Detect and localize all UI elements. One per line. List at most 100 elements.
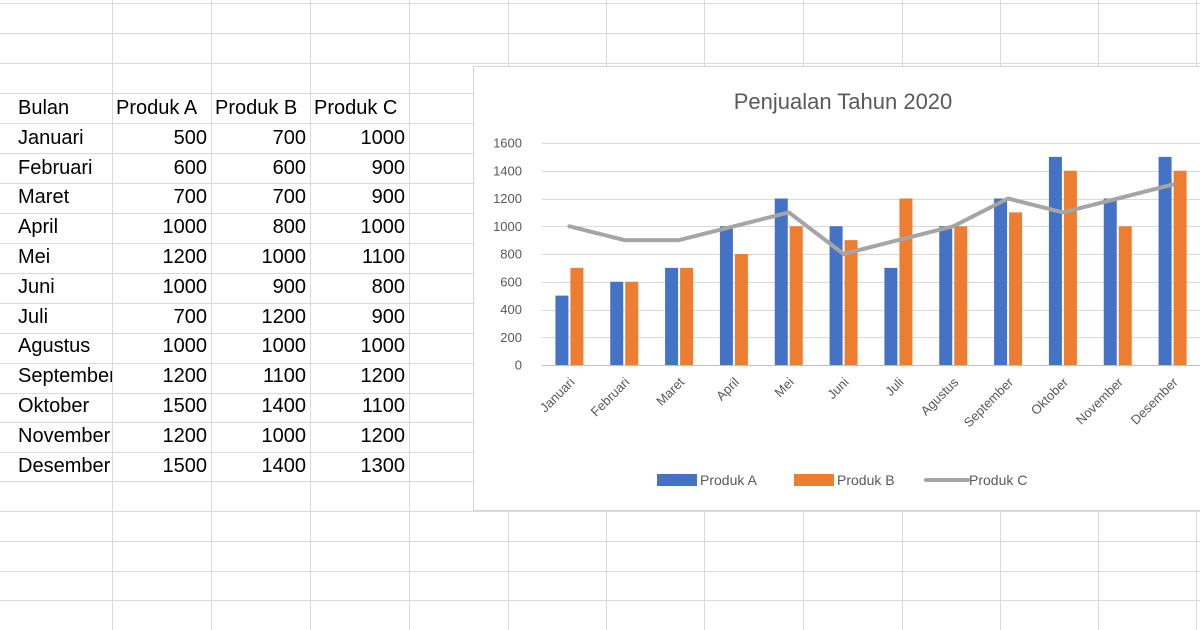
bar-produk-a [1103, 198, 1117, 365]
line-produk-c [567, 182, 1175, 256]
value-cell[interactable]: 600 [272, 156, 306, 179]
value-cell[interactable]: 1100 [361, 395, 405, 417]
bar-produk-b [570, 267, 584, 365]
legend-swatch-produk-b [794, 474, 834, 486]
value-cell[interactable]: 1200 [261, 305, 307, 328]
value-cell[interactable]: 1400 [261, 395, 307, 417]
bar-produk-a [665, 267, 679, 365]
chart-legend: Produk A Produk B Produk C [657, 472, 1027, 488]
value-cell[interactable]: 500 [173, 126, 207, 149]
value-cell[interactable]: 1500 [162, 454, 208, 477]
header-cell[interactable]: Bulan [18, 97, 70, 119]
value-cell[interactable]: 1000 [162, 275, 208, 298]
bar-produk-b [789, 226, 803, 365]
bar-produk-a [555, 295, 569, 365]
chart-object[interactable]: Penjualan Tahun 2020 0 200 400 600 800 1000 12… [473, 66, 1200, 511]
value-cell[interactable]: 1300 [360, 454, 406, 477]
value-cell[interactable]: 1000 [162, 216, 208, 239]
value-cell[interactable]: 1200 [162, 424, 208, 447]
x-tick-label: September [961, 374, 1017, 430]
month-cell[interactable]: Mei [18, 246, 51, 268]
value-cell[interactable]: 800 [371, 275, 405, 298]
value-cell[interactable]: 800 [272, 216, 306, 239]
x-tick-label: Maret [653, 374, 687, 408]
x-tick-label: Oktober [1028, 374, 1072, 418]
x-tick-label: Agustus [918, 374, 962, 418]
x-axis-ticks: Januari Februari Maret April Mei Juni Juli Agus… [537, 374, 1181, 430]
value-cell[interactable]: 1000 [261, 424, 307, 447]
value-cell[interactable]: 700 [272, 186, 306, 209]
bar-produk-b [625, 281, 639, 365]
value-cell[interactable]: 1000 [162, 335, 208, 358]
value-cell[interactable]: 1200 [360, 365, 406, 388]
value-cell[interactable]: 900 [371, 156, 405, 179]
value-cell[interactable]: 700 [272, 126, 306, 149]
value-cell[interactable]: 900 [371, 186, 405, 209]
header-cell[interactable]: Produk B [215, 97, 298, 119]
chart-canvas: Penjualan Tahun 2020 0 200 400 600 800 1000 12… [493, 89, 1200, 488]
value-cell[interactable]: 700 [173, 305, 207, 328]
bar-produk-b [680, 267, 694, 365]
month-cell[interactable]: April [18, 216, 59, 239]
x-tick-label: Juli [882, 374, 906, 398]
bar-produk-b [1009, 212, 1023, 365]
x-tick-label: Februari [588, 374, 633, 419]
y-tick-label: 600 [500, 274, 522, 289]
value-cell[interactable]: 1200 [360, 424, 406, 447]
value-cell[interactable]: 1500 [162, 395, 208, 417]
bar-produk-b [954, 226, 968, 365]
x-tick-label: November [1073, 374, 1126, 427]
bar-produk-a [939, 226, 953, 365]
value-cell[interactable]: 1100 [262, 365, 306, 388]
x-tick-label: Januari [537, 374, 578, 415]
value-cell[interactable]: 900 [371, 305, 405, 328]
chart-line [567, 182, 1175, 256]
value-cell[interactable]: 1000 [261, 335, 307, 358]
y-tick-label: 1400 [493, 163, 522, 178]
bar-produk-b [734, 254, 748, 365]
value-cell[interactable]: 1000 [360, 335, 406, 358]
value-cell[interactable]: 1200 [162, 365, 208, 388]
bar-produk-a [994, 198, 1008, 365]
month-cell[interactable]: Maret [18, 186, 70, 209]
month-cell[interactable]: November [18, 424, 111, 447]
month-cell[interactable]: Desember [18, 454, 111, 477]
month-cell[interactable]: Oktober [18, 395, 90, 417]
y-tick-label: 800 [500, 247, 522, 262]
month-cell[interactable]: September [18, 365, 112, 388]
y-axis-ticks: 0 200 400 600 800 1000 1200 1400 1600 [493, 136, 522, 373]
value-cell[interactable]: 1200 [162, 246, 208, 268]
x-tick-label: Juni [824, 374, 852, 402]
chart-gridlines [542, 143, 1200, 366]
y-tick-label: 1200 [493, 191, 522, 206]
bar-produk-a [1048, 156, 1062, 365]
value-cell[interactable]: 1000 [360, 126, 406, 149]
bar-produk-a [719, 226, 733, 365]
value-cell[interactable]: 700 [173, 186, 207, 209]
bar-produk-b [899, 198, 913, 365]
value-cell[interactable]: 1000 [360, 216, 406, 239]
x-tick-label: April [713, 374, 742, 403]
bar-produk-a [884, 267, 898, 365]
bar-produk-a [829, 226, 843, 365]
value-cell[interactable]: 600 [173, 156, 207, 179]
chart-title: Penjualan Tahun 2020 [734, 89, 953, 114]
month-cell[interactable]: Februari [18, 156, 93, 179]
value-cell[interactable]: 1100 [361, 246, 405, 268]
month-cell[interactable]: Januari [18, 126, 84, 149]
x-tick-label: Desember [1128, 374, 1181, 427]
bar-produk-b [1173, 170, 1187, 365]
month-cell[interactable]: Juli [18, 305, 49, 328]
value-cell[interactable]: 1400 [261, 454, 307, 477]
month-cell[interactable]: Agustus [18, 335, 91, 358]
bar-produk-b [1118, 226, 1132, 365]
value-cell[interactable]: 900 [272, 275, 306, 298]
value-cell[interactable]: 1000 [261, 246, 307, 268]
y-tick-label: 1600 [493, 136, 522, 151]
y-tick-label: 0 [515, 358, 522, 373]
header-cell[interactable]: Produk C [314, 97, 398, 119]
legend-label: Produk C [969, 472, 1027, 488]
month-cell[interactable]: Juni [18, 275, 55, 298]
header-cell[interactable]: Produk A [116, 97, 198, 119]
bar-produk-a [1158, 156, 1172, 365]
